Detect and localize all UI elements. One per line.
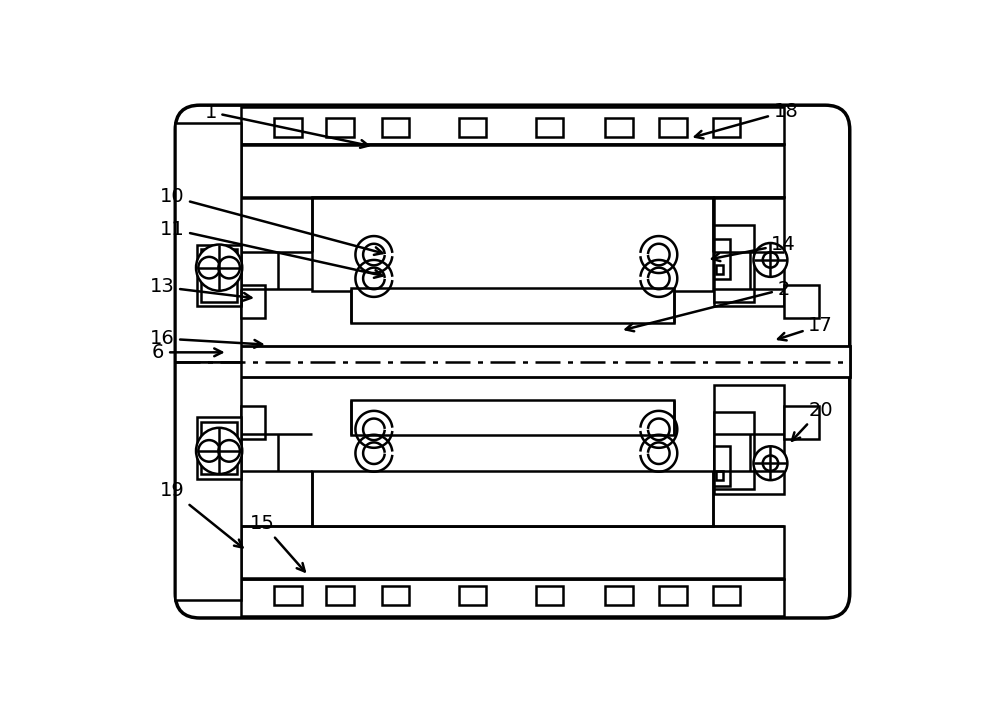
Text: 11: 11 xyxy=(160,220,382,278)
Bar xyxy=(714,225,754,301)
Bar xyxy=(714,412,754,490)
Circle shape xyxy=(196,245,242,291)
Bar xyxy=(351,400,674,435)
Text: 18: 18 xyxy=(695,102,798,138)
Bar xyxy=(714,384,784,494)
Bar xyxy=(241,406,265,439)
Text: 13: 13 xyxy=(150,277,251,301)
Bar xyxy=(716,471,723,480)
Bar xyxy=(351,289,674,323)
Bar xyxy=(241,579,784,616)
Bar xyxy=(605,118,633,137)
Bar xyxy=(326,586,354,605)
Circle shape xyxy=(198,257,220,279)
Bar xyxy=(382,586,409,605)
Circle shape xyxy=(196,427,242,474)
Bar xyxy=(175,362,241,600)
Bar xyxy=(241,107,784,145)
Bar xyxy=(784,406,819,439)
Bar xyxy=(716,264,723,274)
Circle shape xyxy=(754,243,787,277)
Text: 17: 17 xyxy=(778,316,833,340)
Bar xyxy=(201,422,237,474)
Bar xyxy=(274,586,302,605)
Text: 19: 19 xyxy=(160,481,243,548)
Bar xyxy=(274,118,302,137)
Bar xyxy=(714,239,730,279)
Bar xyxy=(536,586,563,605)
Bar xyxy=(326,118,354,137)
Bar xyxy=(713,586,740,605)
Bar xyxy=(312,197,713,291)
Circle shape xyxy=(218,440,240,462)
Text: 2: 2 xyxy=(626,280,790,332)
Bar xyxy=(714,446,730,486)
Text: 6: 6 xyxy=(152,343,222,362)
Bar xyxy=(459,118,486,137)
Bar xyxy=(714,197,784,306)
Text: 20: 20 xyxy=(792,400,833,440)
Circle shape xyxy=(198,440,220,462)
Bar xyxy=(536,118,563,137)
Bar xyxy=(197,417,241,478)
Text: 10: 10 xyxy=(160,188,382,255)
Bar xyxy=(241,145,784,197)
Bar xyxy=(201,249,237,301)
Circle shape xyxy=(754,446,787,480)
Bar xyxy=(713,118,740,137)
Bar xyxy=(659,118,687,137)
Bar xyxy=(784,284,819,318)
Bar xyxy=(175,346,850,377)
Bar xyxy=(197,245,241,306)
Bar xyxy=(175,123,241,362)
Bar xyxy=(382,118,409,137)
Circle shape xyxy=(763,455,778,471)
Bar xyxy=(312,471,713,526)
Bar xyxy=(241,284,265,318)
Bar xyxy=(459,586,486,605)
Text: 16: 16 xyxy=(150,329,262,348)
Text: 14: 14 xyxy=(712,235,796,261)
Circle shape xyxy=(218,257,240,279)
Bar xyxy=(605,586,633,605)
Circle shape xyxy=(763,252,778,268)
FancyBboxPatch shape xyxy=(175,105,850,618)
Text: 1: 1 xyxy=(204,102,368,147)
Text: 15: 15 xyxy=(250,514,305,571)
Bar xyxy=(241,526,784,579)
Bar xyxy=(659,586,687,605)
